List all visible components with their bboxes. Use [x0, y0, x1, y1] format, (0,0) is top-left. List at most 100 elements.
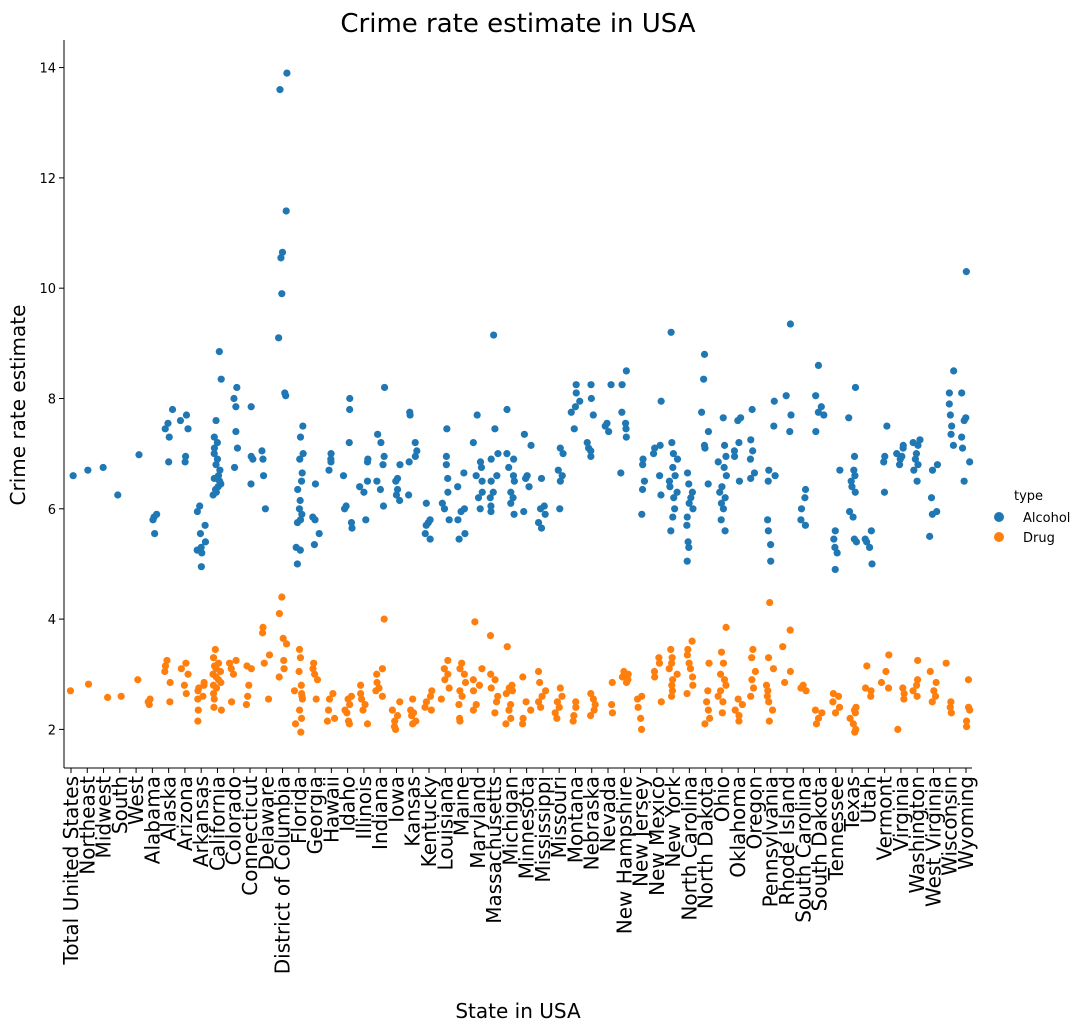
data-point-drug — [209, 670, 217, 678]
data-point-alcohol — [212, 416, 220, 425]
data-point-alcohol — [247, 452, 255, 460]
data-point-alcohol — [700, 441, 709, 449]
x-tick-label: District of Columbia — [271, 776, 295, 974]
data-point-alcohol — [193, 507, 201, 516]
data-point-alcohol — [275, 334, 283, 342]
data-point-drug — [747, 692, 755, 700]
data-point-drug — [749, 684, 758, 692]
data-point-alcohol — [720, 463, 728, 472]
data-point-drug — [210, 703, 218, 711]
data-point-drug — [330, 714, 339, 722]
data-point-alcohol — [356, 483, 364, 491]
chart-title: Crime rate estimate in USA — [340, 9, 695, 39]
x-tick-label: Midwest — [92, 776, 116, 859]
data-point-alcohol — [477, 463, 486, 472]
data-point-drug — [503, 643, 511, 651]
data-point-alcohol — [689, 505, 697, 513]
data-point-alcohol — [527, 441, 535, 449]
data-point-drug — [541, 687, 550, 695]
data-point-alcohol — [683, 521, 691, 529]
data-point-drug — [608, 678, 616, 687]
data-point-drug — [618, 673, 626, 681]
x-tick-label: Illinois — [352, 776, 376, 839]
data-point-drug — [751, 667, 759, 676]
data-point-alcohol — [298, 469, 306, 477]
data-point-drug — [768, 706, 777, 714]
data-point-alcohol — [669, 450, 677, 458]
data-point-alcohol — [683, 469, 692, 477]
data-point-drug — [947, 709, 955, 717]
data-point-drug — [440, 665, 448, 673]
data-point-alcohol — [540, 502, 548, 510]
data-point-alcohol — [767, 557, 775, 565]
y-tick-label: 2 — [48, 723, 56, 738]
data-point-alcohol — [537, 524, 546, 532]
data-point-drug — [472, 700, 480, 709]
data-point-drug — [849, 720, 857, 728]
data-point-drug — [624, 676, 632, 684]
data-point-alcohol — [933, 507, 941, 516]
data-point-drug — [441, 676, 449, 684]
data-point-alcohol — [865, 543, 874, 551]
data-point-drug — [460, 670, 468, 678]
data-point-drug — [650, 667, 659, 676]
data-point-drug — [536, 678, 544, 687]
legend-marker-drug — [994, 532, 1004, 542]
data-point-alcohol — [605, 427, 613, 436]
data-point-drug — [229, 670, 238, 678]
data-point-drug — [312, 695, 320, 703]
data-point-drug — [323, 717, 332, 725]
data-point-drug — [507, 700, 515, 709]
data-point-drug — [913, 692, 921, 700]
data-point-alcohol — [184, 425, 192, 433]
data-point-alcohol — [426, 516, 434, 524]
data-point-alcohol — [503, 450, 511, 458]
data-point-drug — [357, 681, 365, 689]
data-point-drug — [928, 698, 936, 706]
x-tick-label: Utah — [856, 776, 880, 823]
x-tick-label: South Carolina — [791, 776, 815, 923]
data-point-alcohol — [348, 524, 356, 532]
x-tick-label: Minnesota — [515, 776, 539, 879]
data-point-alcohol — [639, 461, 647, 469]
data-point-alcohol — [454, 483, 462, 491]
data-point-alcohol — [683, 557, 691, 565]
data-point-alcohol — [534, 518, 543, 527]
data-point-drug — [701, 720, 709, 728]
data-point-drug — [558, 692, 566, 700]
data-point-drug — [295, 706, 304, 714]
data-point-drug — [357, 689, 365, 698]
data-point-alcohol — [311, 480, 320, 488]
x-tick-label: Northeast — [75, 776, 99, 875]
data-point-alcohol — [299, 422, 307, 430]
data-point-drug — [458, 659, 466, 667]
data-point-alcohol — [469, 439, 477, 447]
data-point-alcohol — [667, 328, 675, 336]
data-point-drug — [814, 714, 823, 722]
data-point-alcohol — [164, 419, 172, 427]
data-point-drug — [469, 706, 478, 714]
data-point-drug — [655, 654, 663, 662]
data-point-drug — [651, 673, 659, 681]
data-point-alcohol — [735, 439, 743, 447]
data-point-alcohol — [460, 469, 468, 477]
data-point-alcohol — [765, 466, 773, 474]
data-point-drug — [444, 656, 452, 665]
x-tick-label: Kentucky — [417, 776, 441, 867]
data-point-drug — [909, 687, 917, 695]
data-point-alcohol — [669, 513, 677, 521]
data-point-alcohol — [718, 483, 726, 491]
data-point-alcohol — [258, 447, 266, 455]
data-point-alcohol — [717, 516, 725, 524]
data-point-drug — [232, 656, 240, 665]
data-point-alcohol — [413, 447, 421, 455]
data-point-alcohol — [698, 408, 706, 416]
data-point-drug — [637, 714, 645, 722]
x-tick-label: Total United States — [59, 776, 83, 966]
data-point-alcohol — [298, 510, 306, 518]
data-point-alcohol — [406, 408, 414, 416]
x-tick-label: Pennsylvania — [759, 776, 783, 907]
data-point-alcohol — [770, 422, 778, 430]
data-point-drug — [703, 698, 711, 706]
